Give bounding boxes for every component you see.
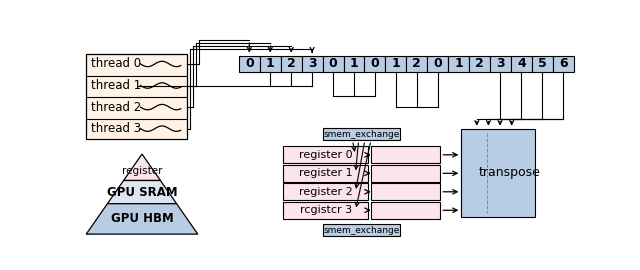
Text: register: register [122, 166, 163, 176]
Text: 0: 0 [433, 58, 442, 70]
Bar [511, 56, 532, 72]
Text: register 1: register 1 [299, 168, 353, 178]
Text: smem_exchange: smem_exchange [324, 226, 400, 235]
Bar [371, 146, 440, 163]
Bar [490, 56, 511, 72]
Text: 1: 1 [454, 58, 463, 70]
Bar [323, 128, 401, 140]
Text: thread 2: thread 2 [90, 101, 141, 114]
Bar [448, 56, 469, 72]
Bar [428, 56, 448, 72]
Bar [469, 56, 490, 72]
Text: 1: 1 [392, 58, 400, 70]
Text: 1: 1 [266, 58, 275, 70]
Text: thread 1: thread 1 [90, 79, 141, 92]
Bar [301, 56, 323, 72]
Text: transpose: transpose [478, 166, 540, 180]
Bar [371, 202, 440, 219]
Text: 5: 5 [538, 58, 547, 70]
Text: 3: 3 [496, 58, 505, 70]
Polygon shape [86, 204, 198, 234]
Text: register 2: register 2 [299, 187, 353, 197]
Bar [283, 202, 368, 219]
Bar [385, 56, 406, 72]
Text: 1: 1 [349, 58, 358, 70]
Text: 6: 6 [559, 58, 568, 70]
Text: rcgistcr 3: rcgistcr 3 [300, 205, 352, 215]
Bar [406, 56, 428, 72]
Bar [323, 224, 401, 237]
Bar [532, 56, 553, 72]
Bar [461, 129, 535, 217]
Bar [371, 183, 440, 200]
Text: thread 3: thread 3 [91, 122, 141, 135]
Text: 0: 0 [371, 58, 380, 70]
Text: 3: 3 [308, 58, 316, 70]
Polygon shape [124, 154, 161, 180]
Text: thread 0: thread 0 [91, 58, 141, 70]
Bar [281, 56, 301, 72]
Bar [323, 56, 344, 72]
Text: 2: 2 [412, 58, 421, 70]
Bar [283, 146, 368, 163]
Bar [364, 56, 385, 72]
Bar [86, 54, 187, 139]
Bar [283, 165, 368, 182]
Text: 0: 0 [245, 58, 253, 70]
Text: GPU SRAM: GPU SRAM [107, 185, 177, 199]
Polygon shape [108, 180, 177, 204]
Text: 2: 2 [287, 58, 296, 70]
Text: 4: 4 [517, 58, 525, 70]
Text: smem_exchange: smem_exchange [324, 130, 400, 139]
Text: register 0: register 0 [299, 150, 353, 160]
Bar [283, 183, 368, 200]
Bar [260, 56, 281, 72]
Text: 0: 0 [329, 58, 337, 70]
Bar [371, 165, 440, 182]
Bar [553, 56, 573, 72]
Text: 2: 2 [475, 58, 484, 70]
Text: GPU HBM: GPU HBM [111, 212, 173, 225]
Bar [239, 56, 260, 72]
Bar [344, 56, 364, 72]
